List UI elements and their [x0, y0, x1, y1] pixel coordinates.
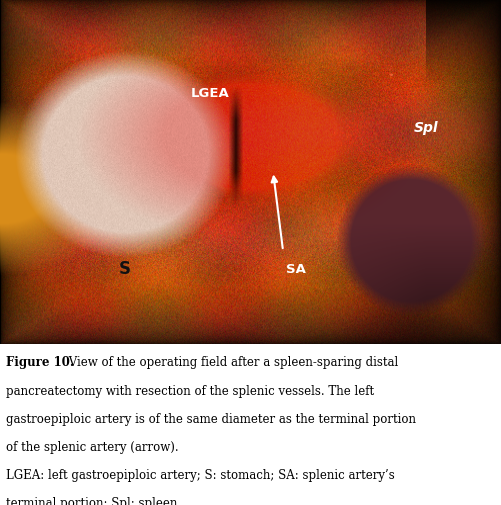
- Text: Spl: Spl: [413, 121, 438, 134]
- Text: LGEA: left gastroepiploic artery; S: stomach; SA: splenic artery’s: LGEA: left gastroepiploic artery; S: sto…: [6, 468, 395, 481]
- Text: terminal portion; Spl: spleen: terminal portion; Spl: spleen: [6, 496, 177, 505]
- Text: Figure 10.: Figure 10.: [6, 356, 74, 369]
- Text: gastroepiploic artery is of the same diameter as the terminal portion: gastroepiploic artery is of the same dia…: [6, 412, 416, 425]
- Text: of the splenic artery (arrow).: of the splenic artery (arrow).: [6, 440, 179, 453]
- Text: LGEA: LGEA: [191, 86, 230, 99]
- Text: S: S: [119, 260, 131, 278]
- Text: View of the operating field after a spleen-sparing distal: View of the operating field after a sple…: [65, 356, 398, 369]
- Text: pancreatectomy with resection of the splenic vessels. The left: pancreatectomy with resection of the spl…: [6, 384, 374, 397]
- Text: SA: SA: [286, 262, 306, 275]
